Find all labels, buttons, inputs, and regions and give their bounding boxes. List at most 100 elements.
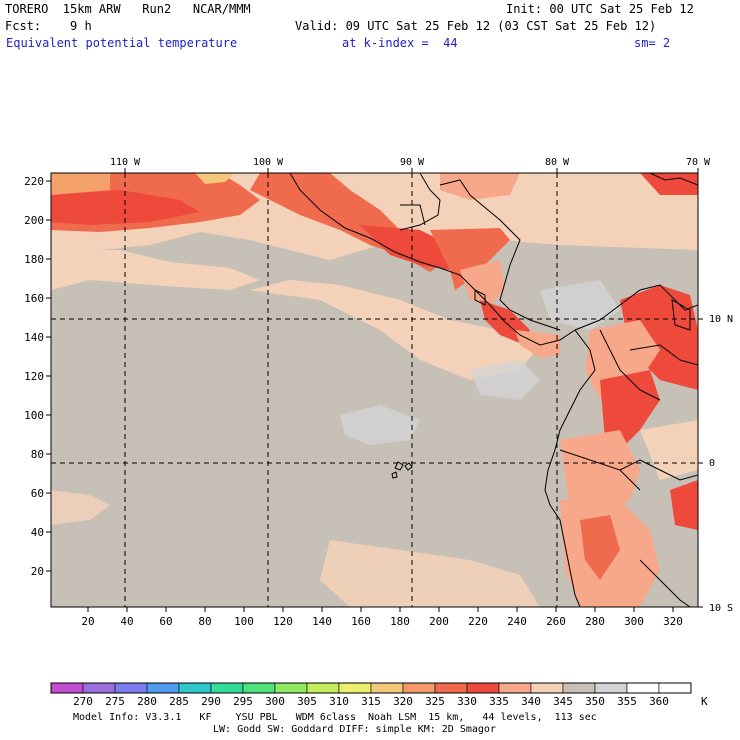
coastlines <box>289 173 698 607</box>
colorbar-label: 300 <box>265 695 285 708</box>
init-time: Init: 00 UTC Sat 25 Feb 12 <box>506 2 694 16</box>
red-colombia-north <box>620 285 698 390</box>
colorbar-cell <box>114 682 148 694</box>
y-label: 180 <box>24 253 44 266</box>
smoothing-info: sm= 2 <box>634 36 671 50</box>
colorbar-label: 320 <box>393 695 413 708</box>
field-name: Equivalent potential temperature <box>6 36 238 50</box>
colorbar-cell <box>338 682 372 694</box>
colorbar-cell <box>562 682 596 694</box>
colorbar-label: 275 <box>105 695 125 708</box>
colorbar <box>50 682 692 694</box>
y-label: 160 <box>24 292 44 305</box>
lat-label: 10 N <box>709 314 733 325</box>
x-label: 180 <box>390 615 410 628</box>
right-ticks <box>698 318 703 608</box>
red-guatemala <box>360 225 470 270</box>
colorbar-labels: 270 275 280 285 290 295 300 305 310 315 320 325 330 3… <box>73 695 669 708</box>
gray-patch-1 <box>340 405 420 445</box>
colorbar-cell <box>658 682 692 694</box>
y-label: 120 <box>24 370 44 383</box>
salmon-n <box>195 173 235 184</box>
forecast-hour: Fcst: 9 h <box>5 19 92 33</box>
lat-label: 10 S <box>709 603 733 614</box>
left-ticks <box>46 180 51 572</box>
level-info: at k-index = 44 <box>342 36 458 50</box>
x-label: 120 <box>273 615 293 628</box>
colorbar-cell <box>82 682 116 694</box>
colorbar-cell <box>242 682 276 694</box>
y-label: 20 <box>31 565 44 578</box>
colorbar-cell <box>210 682 244 694</box>
x-label: 240 <box>507 615 527 628</box>
red-andes <box>600 370 660 450</box>
red-peru-core <box>580 515 620 580</box>
lon-label: 90 W <box>400 157 425 168</box>
tan-patch-sw <box>51 490 110 525</box>
colorbar-label: 330 <box>457 695 477 708</box>
physics-info: LW: Godd SW: Goddard DIFF: simple KM: 2D… <box>213 724 496 735</box>
map-frame <box>50 172 699 608</box>
red-core-nw <box>51 190 200 225</box>
colorbar-label: 305 <box>297 695 317 708</box>
colorbar-label: 285 <box>169 695 189 708</box>
lat-label: 0 <box>709 458 715 469</box>
colorbar-cell <box>306 682 340 694</box>
x-label: 20 <box>81 615 94 628</box>
colorbar-label: 290 <box>201 695 221 708</box>
x-label: 80 <box>198 615 211 628</box>
y-label: 60 <box>31 487 44 500</box>
salmon-east <box>640 420 698 480</box>
x-label: 140 <box>312 615 332 628</box>
colorbar-cell <box>626 682 660 694</box>
colorbar-label: 295 <box>233 695 253 708</box>
colorbar-label: 280 <box>137 695 157 708</box>
top-ticks <box>124 168 699 173</box>
map-panel <box>51 173 698 607</box>
x-label: 220 <box>468 615 488 628</box>
bottom-ticks <box>87 607 674 612</box>
x-label: 40 <box>120 615 133 628</box>
colorbar-cell <box>402 682 436 694</box>
colorbar-label: 335 <box>489 695 509 708</box>
salmon-ecuador <box>560 430 640 520</box>
colorbar-label: 350 <box>585 695 605 708</box>
colorbar-cell <box>530 682 564 694</box>
colorbar-cell <box>434 682 468 694</box>
right-lat-labels: 10 N 0 10 S <box>709 314 733 614</box>
x-label: 260 <box>546 615 566 628</box>
model-title: TORERO 15km ARW Run2 NCAR/MMM <box>5 2 251 16</box>
model-info: Model Info: V3.3.1 KF YSU PBL WDM 6class… <box>73 712 597 723</box>
x-label: 60 <box>159 615 172 628</box>
lon-label: 80 W <box>545 157 570 168</box>
colorbar-label: 270 <box>73 695 93 708</box>
tan-patch-west <box>51 250 260 290</box>
y-label: 140 <box>24 331 44 344</box>
y-label: 100 <box>24 409 44 422</box>
colorbar-label: 345 <box>553 695 573 708</box>
y-label: 220 <box>24 175 44 188</box>
top-lon-labels: 110 W 100 W 90 W 80 W 70 W <box>110 157 711 168</box>
y-label: 200 <box>24 214 44 227</box>
red-ne-corner <box>640 173 698 195</box>
gray-patch-2 <box>470 360 540 400</box>
red-east <box>670 480 698 530</box>
salmon-nw <box>51 173 110 195</box>
x-grid-labels: 20 40 60 80 100 120 140 160 180 200 220 … <box>81 615 683 628</box>
y-label: 40 <box>31 526 44 539</box>
colorbar-cell <box>466 682 500 694</box>
red-nicaragua <box>460 260 505 305</box>
colorbar-cell <box>594 682 628 694</box>
red-honduras <box>430 228 510 290</box>
colorbar-label: 310 <box>329 695 349 708</box>
colorbar-cell <box>146 682 180 694</box>
colorbar-label: 355 <box>617 695 637 708</box>
x-label: 100 <box>234 615 254 628</box>
gray-patch-3 <box>540 280 620 330</box>
colorbar-cell <box>370 682 404 694</box>
colorbar-unit: K <box>701 695 708 708</box>
colorbar-label: 340 <box>521 695 541 708</box>
x-label: 160 <box>351 615 371 628</box>
colorbar-frame <box>50 682 692 694</box>
